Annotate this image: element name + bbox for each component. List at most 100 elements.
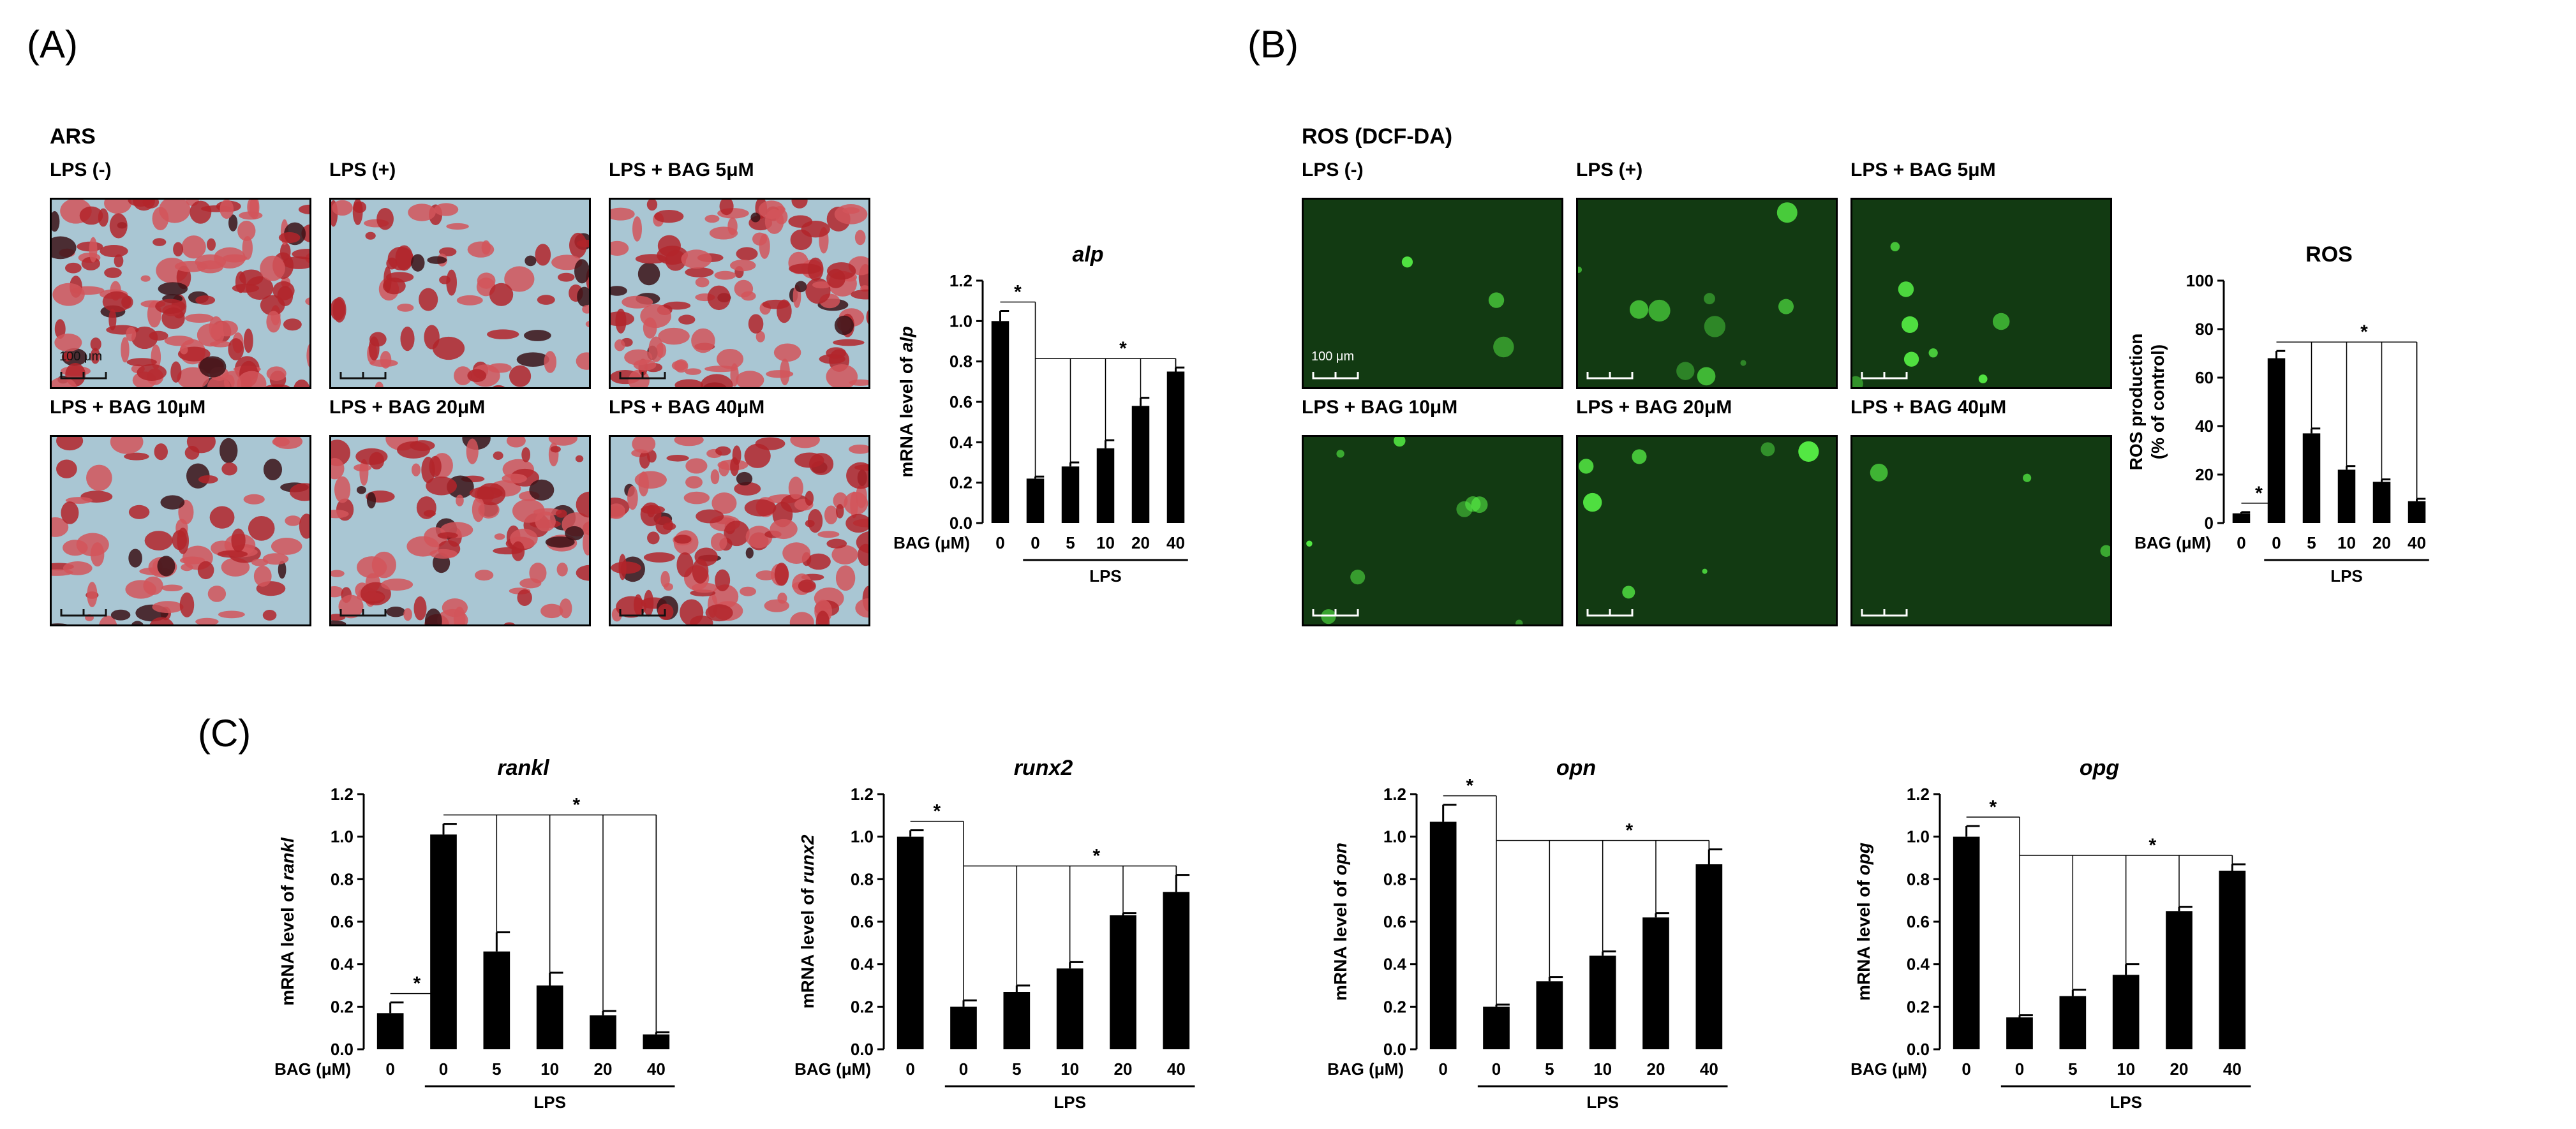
y-tick-label: 0.6	[851, 912, 874, 931]
y-tick-label: 1.2	[851, 785, 874, 804]
ros-image-label: LPS + BAG 40μM	[1850, 397, 2007, 418]
x-tick-label: 5	[492, 1059, 501, 1079]
y-tick-label: 1.0	[1383, 827, 1406, 846]
ars-micrograph	[609, 198, 870, 389]
y-tick-label: 1.0	[851, 827, 874, 846]
scale-bar-label: 100 μm	[59, 350, 102, 364]
x-tick-label: 10	[1096, 533, 1115, 552]
bar	[590, 1015, 616, 1049]
ros-micrograph: 100 μm	[1302, 198, 1563, 389]
x-tick-label: 0	[1438, 1059, 1447, 1079]
chart-opn: opn 0.0 0.2 0.4 0.6 0.8 1.0 1.2 mRNA level of op…	[1327, 756, 1728, 1112]
ros-images-title: ROS (DCF-DA)	[1302, 124, 1453, 149]
x-tick-label: 5	[2307, 533, 2316, 552]
x-axis-label: BAG (μM)	[2134, 533, 2211, 552]
x-tick-label: 0	[1031, 533, 1039, 552]
ros-image-label: LPS + BAG 10μM	[1302, 397, 1458, 418]
y-axis-label: mRNA level of opn	[1330, 843, 1350, 1001]
x-tick-label: 0	[905, 1059, 914, 1079]
y-axis-label: ROS production	[2126, 334, 2146, 471]
y-axis-label: mRNA level of opg	[1854, 843, 1873, 1001]
y-tick-label: 0.0	[331, 1040, 354, 1059]
sig-star: *	[2360, 321, 2368, 343]
chart-title: ROS	[2305, 242, 2353, 267]
y-tick-label: 0.2	[1383, 997, 1406, 1016]
y-tick-label: 0.0	[851, 1040, 874, 1059]
ars-image-label: LPS (-)	[50, 159, 112, 181]
x-tick-label: 20	[2170, 1059, 2189, 1079]
x-tick-label: 10	[2337, 533, 2356, 552]
x-tick-label: 0	[1962, 1059, 1970, 1079]
bar	[1483, 1007, 1510, 1049]
y-tick-label: 0.4	[851, 955, 874, 974]
bar	[1003, 992, 1031, 1049]
panel-label-b: (B)	[1247, 23, 1299, 66]
sig-star: *	[933, 801, 941, 822]
bar	[2166, 911, 2193, 1049]
chart-rankl: rankl 0.0 0.2 0.4 0.6 0.8 1.0 1.2 mRNA level of …	[274, 756, 675, 1112]
y-axis-label: (% of control)	[2148, 344, 2168, 459]
y-tick-label: 1.0	[1907, 827, 1930, 846]
x-tick-label: 0	[385, 1059, 394, 1079]
y-tick-label: 60	[2195, 368, 2214, 387]
bar	[1096, 448, 1115, 523]
x-tick-label: 40	[2223, 1059, 2242, 1079]
ars-micrograph: 100 μm	[50, 198, 311, 389]
sig-star: *	[2255, 483, 2263, 504]
y-tick-label: 0.8	[949, 352, 972, 371]
y-tick-label: 0.4	[949, 432, 973, 452]
y-axis-label: mRNA level of runx2	[798, 834, 817, 1008]
x-axis-label: BAG (μM)	[1850, 1059, 1927, 1079]
ars-title: ARS	[50, 124, 96, 149]
y-tick-label: 0.4	[1907, 955, 1930, 974]
y-tick-label: 0.0	[949, 513, 972, 533]
x-tick-label: 10	[540, 1059, 559, 1079]
y-tick-label: 1.0	[331, 827, 354, 846]
y-tick-label: 1.2	[949, 271, 972, 290]
bar	[376, 1013, 404, 1049]
x-tick-label: 0	[959, 1059, 968, 1079]
bar	[483, 951, 510, 1049]
chart-title: rankl	[497, 756, 550, 780]
x-axis-label: BAG (μM)	[893, 533, 970, 552]
ros-micrograph	[1576, 198, 1838, 389]
y-tick-label: 0.4	[1383, 955, 1407, 974]
group-label: LPS	[1586, 1093, 1619, 1112]
chart-title: runx2	[1014, 756, 1073, 780]
y-tick-label: 1.2	[331, 785, 354, 804]
ars-micrograph	[329, 198, 591, 389]
y-axis-label: mRNA level of rankl	[278, 837, 297, 1006]
sig-star: *	[1119, 338, 1127, 359]
y-tick-label: 100	[2186, 271, 2214, 290]
group-label: LPS	[1053, 1093, 1086, 1112]
group-label: LPS	[2330, 566, 2363, 586]
sig-star: *	[1989, 797, 1997, 818]
x-tick-label: 0	[995, 533, 1004, 552]
y-tick-label: 20	[2195, 465, 2214, 484]
ars-image-label: LPS + BAG 10μM	[50, 397, 206, 418]
y-tick-label: 1.2	[1907, 785, 1930, 804]
bar	[2408, 501, 2426, 523]
y-tick-label: 0.2	[851, 997, 874, 1016]
x-tick-label: 5	[1545, 1059, 1554, 1079]
bar	[2006, 1017, 2033, 1049]
sig-star: *	[1625, 820, 1633, 841]
y-tick-label: 0	[2205, 513, 2214, 533]
y-tick-label: 0.8	[1907, 869, 1930, 889]
y-tick-label: 0.6	[1383, 912, 1406, 931]
scale-bar-label: 100 μm	[1311, 350, 1354, 364]
bar	[1589, 956, 1616, 1049]
chart-alp: alp 0.0 0.2 0.4 0.6 0.8 1.0 1.2 mRNA level of al…	[893, 242, 1188, 586]
bar	[991, 321, 1009, 523]
x-tick-label: 40	[1166, 533, 1185, 552]
x-tick-label: 0	[2237, 533, 2245, 552]
x-tick-label: 10	[2117, 1059, 2135, 1079]
bar	[1695, 864, 1723, 1049]
chart-opg: opg 0.0 0.2 0.4 0.6 0.8 1.0 1.2 mRNA level of op…	[1850, 756, 2251, 1112]
x-axis-label: BAG (μM)	[794, 1059, 871, 1079]
y-tick-label: 0.2	[1907, 997, 1930, 1016]
sig-star: *	[1092, 846, 1100, 867]
sig-star: *	[2148, 835, 2156, 856]
bar	[950, 1007, 977, 1049]
